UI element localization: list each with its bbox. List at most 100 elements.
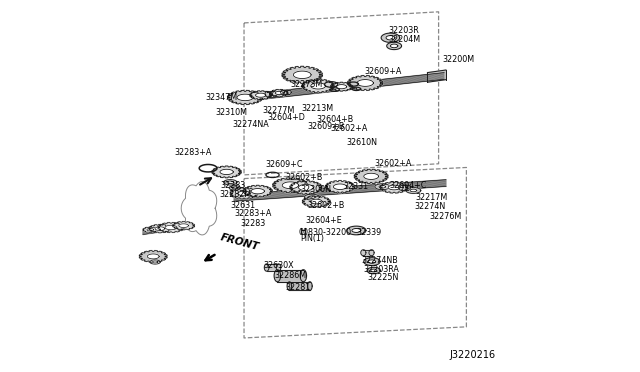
Polygon shape <box>371 269 377 272</box>
Polygon shape <box>364 250 371 256</box>
Text: 32277M: 32277M <box>262 106 295 115</box>
Polygon shape <box>298 185 314 190</box>
Polygon shape <box>237 94 253 101</box>
Text: 32609+A: 32609+A <box>364 67 402 76</box>
Text: FRONT: FRONT <box>219 232 260 252</box>
Polygon shape <box>229 186 240 190</box>
Polygon shape <box>147 254 159 259</box>
Polygon shape <box>348 76 383 90</box>
Polygon shape <box>232 187 237 189</box>
Text: 32203RA: 32203RA <box>364 265 399 274</box>
Polygon shape <box>381 33 400 42</box>
Polygon shape <box>380 182 408 193</box>
Text: 32300N: 32300N <box>301 185 332 194</box>
Polygon shape <box>250 91 272 100</box>
Polygon shape <box>274 270 280 282</box>
Text: PIN(1): PIN(1) <box>301 234 324 243</box>
Polygon shape <box>275 92 284 94</box>
Polygon shape <box>140 250 167 262</box>
Text: 32204M: 32204M <box>388 35 420 44</box>
Polygon shape <box>165 225 177 230</box>
Text: 32281: 32281 <box>286 283 311 292</box>
Text: 32339: 32339 <box>356 228 381 237</box>
Polygon shape <box>173 221 195 230</box>
Text: 32273M: 32273M <box>291 80 323 89</box>
Polygon shape <box>223 180 237 185</box>
Polygon shape <box>143 227 157 232</box>
Polygon shape <box>305 194 319 200</box>
Polygon shape <box>386 36 395 40</box>
Polygon shape <box>287 282 292 291</box>
Polygon shape <box>330 82 353 91</box>
Polygon shape <box>406 187 421 193</box>
Text: 32347M: 32347M <box>205 93 237 102</box>
Polygon shape <box>354 169 388 183</box>
Text: 32283: 32283 <box>240 219 266 228</box>
Text: 32604+B: 32604+B <box>316 115 353 124</box>
Polygon shape <box>289 282 310 291</box>
Text: 32610N: 32610N <box>346 138 377 147</box>
Polygon shape <box>357 80 373 86</box>
Text: 32331: 32331 <box>343 182 368 190</box>
Polygon shape <box>399 185 403 190</box>
Text: 32200M: 32200M <box>442 55 474 64</box>
Polygon shape <box>336 84 347 89</box>
Polygon shape <box>388 185 400 190</box>
Text: 32283+A: 32283+A <box>175 148 212 157</box>
Polygon shape <box>290 181 322 194</box>
Polygon shape <box>238 191 250 196</box>
Polygon shape <box>157 222 184 232</box>
Polygon shape <box>264 264 269 271</box>
Polygon shape <box>265 92 269 97</box>
Polygon shape <box>255 93 266 97</box>
Polygon shape <box>273 178 308 193</box>
Text: 32604+D: 32604+D <box>268 113 305 122</box>
Text: 32274NA: 32274NA <box>233 121 269 129</box>
Polygon shape <box>300 270 307 282</box>
Text: 32602+A: 32602+A <box>375 158 412 167</box>
Polygon shape <box>276 264 281 271</box>
Polygon shape <box>287 90 291 94</box>
Polygon shape <box>369 250 374 256</box>
Text: 32225N: 32225N <box>367 273 399 282</box>
Polygon shape <box>235 73 444 102</box>
Polygon shape <box>150 260 160 264</box>
Polygon shape <box>406 185 410 190</box>
Polygon shape <box>311 83 326 89</box>
Polygon shape <box>368 260 376 263</box>
Polygon shape <box>277 270 303 282</box>
Text: J3220216: J3220216 <box>450 350 496 360</box>
Text: 32213M: 32213M <box>301 104 333 113</box>
Polygon shape <box>410 189 417 192</box>
Polygon shape <box>267 264 278 271</box>
Polygon shape <box>283 90 289 94</box>
Polygon shape <box>220 169 233 174</box>
Polygon shape <box>271 89 288 96</box>
Polygon shape <box>282 66 323 83</box>
Polygon shape <box>212 166 241 178</box>
Polygon shape <box>234 180 446 201</box>
Text: 32609+B: 32609+B <box>307 122 344 131</box>
Text: 32276M: 32276M <box>429 212 462 221</box>
Text: 32286M: 32286M <box>275 271 307 280</box>
Text: 32604+C: 32604+C <box>389 181 426 190</box>
Text: 32310M: 32310M <box>216 108 248 117</box>
Text: 32203R: 32203R <box>388 26 419 35</box>
Text: 32602+B: 32602+B <box>307 201 344 210</box>
Polygon shape <box>364 258 380 266</box>
Text: 32217M: 32217M <box>415 193 448 202</box>
Text: 32282M: 32282M <box>219 190 252 199</box>
Polygon shape <box>387 42 401 49</box>
Text: 32283: 32283 <box>221 181 246 190</box>
Polygon shape <box>352 228 361 232</box>
Polygon shape <box>243 185 273 197</box>
Polygon shape <box>143 222 190 235</box>
Polygon shape <box>179 224 188 228</box>
Polygon shape <box>227 90 263 105</box>
Text: 32602+A: 32602+A <box>330 124 368 133</box>
Polygon shape <box>251 189 264 194</box>
Text: 32283+A: 32283+A <box>234 209 271 218</box>
Text: 32274N: 32274N <box>415 202 446 211</box>
Text: 32604+E: 32604+E <box>305 216 342 225</box>
Polygon shape <box>361 250 366 256</box>
